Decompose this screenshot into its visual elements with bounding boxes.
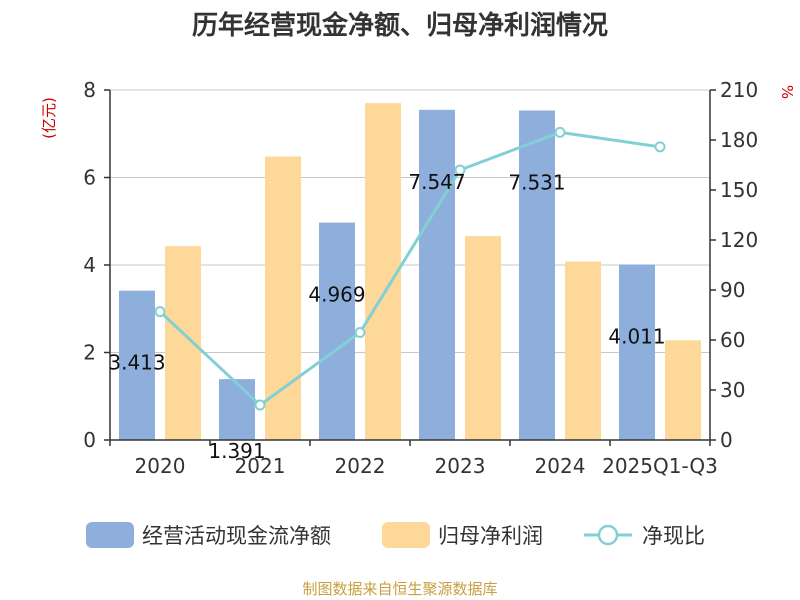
legend-label-2: 净现比 bbox=[642, 524, 705, 548]
bar-cashflow-2024 bbox=[519, 110, 555, 441]
x-tick-label-2022: 2022 bbox=[335, 454, 386, 478]
point-cash-ratio-2021 bbox=[254, 399, 266, 411]
point-cash-ratio-2023 bbox=[454, 164, 466, 176]
y-left-tick-label: 0 bbox=[83, 428, 96, 452]
bar-cashflow-2023 bbox=[419, 109, 455, 440]
bar-cashflow-2025Q1-Q3 bbox=[619, 264, 655, 440]
data-label-cashflow-2020: 3.413 bbox=[108, 351, 165, 375]
x-tick-label-2025Q1-Q3: 2025Q1-Q3 bbox=[602, 454, 718, 478]
point-cash-ratio-2024 bbox=[554, 126, 566, 138]
bar-cashflow-2020 bbox=[119, 290, 155, 440]
legend-swatch-1 bbox=[382, 522, 430, 548]
data-label-cashflow-2021: 1.391 bbox=[208, 439, 265, 463]
y-right-tick-label: 120 bbox=[720, 228, 758, 252]
y-left-axis-label: (亿元) bbox=[40, 97, 58, 139]
y-right-tick-label: 90 bbox=[720, 278, 745, 302]
line-cash-ratio bbox=[158, 130, 661, 407]
bar-netprofit-2023 bbox=[465, 236, 501, 440]
x-tick-label-2024: 2024 bbox=[535, 454, 586, 478]
point-cash-ratio-2022 bbox=[354, 327, 366, 338]
x-tick-label-2021: 2021 bbox=[235, 454, 286, 478]
bar-netprofit-2022 bbox=[365, 103, 401, 440]
bar-netprofit-2021 bbox=[265, 156, 301, 440]
legend-point-swatch bbox=[597, 524, 619, 546]
chart-title: 历年经营现金净额、归母净利润情况 bbox=[192, 10, 608, 41]
y-right-tick-label: 0 bbox=[720, 428, 733, 452]
legend-label-0: 经营活动现金流净额 bbox=[142, 524, 331, 548]
x-tick-label-2023: 2023 bbox=[435, 454, 486, 478]
bar-cashflow-2021 bbox=[219, 379, 255, 440]
bar-netprofit-2025Q1-Q3 bbox=[665, 340, 701, 440]
grid-lines bbox=[110, 89, 710, 353]
legend-label-1: 归母净利润 bbox=[438, 524, 543, 548]
legend: 经营活动现金流净额 归母净利润 净现比 bbox=[86, 522, 705, 548]
y-right-tick-label: 30 bbox=[720, 378, 745, 402]
y-left-tick-label: 2 bbox=[83, 341, 96, 365]
line-series bbox=[154, 126, 666, 411]
x-tick-label-2020: 2020 bbox=[135, 454, 186, 478]
data-labels: 3.413 1.391 4.969 7.547 7.531 4.011 bbox=[108, 170, 665, 463]
point-cash-ratio-2025Q1-Q3 bbox=[654, 141, 666, 153]
y-left-tick-label: 4 bbox=[83, 253, 96, 277]
legend-swatch-0 bbox=[86, 522, 134, 548]
data-label-cashflow-2023: 7.547 bbox=[408, 170, 465, 194]
y-left-tick-label: 6 bbox=[83, 166, 96, 190]
data-label-cashflow-2022: 4.969 bbox=[308, 283, 365, 307]
axes: 0 2 4 6 8 0 30 60 90 120 150 180 210 2020 2021 2022 2023… bbox=[83, 78, 758, 478]
y-right-tick-label: 150 bbox=[720, 178, 758, 202]
bar-netprofit-2024 bbox=[565, 261, 601, 440]
y-right-tick-label: 180 bbox=[720, 128, 758, 152]
y-right-axis-label: % bbox=[778, 85, 796, 99]
data-label-cashflow-2025Q1-Q3: 4.011 bbox=[608, 325, 665, 349]
y-right-tick-label: 210 bbox=[720, 78, 758, 102]
bar-cashflow-2022 bbox=[319, 222, 355, 440]
point-cash-ratio-2020 bbox=[154, 306, 166, 318]
data-label-cashflow-2024: 7.531 bbox=[508, 171, 565, 195]
source-note: 制图数据来自恒生聚源数据库 bbox=[302, 580, 497, 598]
y-left-tick-label: 8 bbox=[83, 78, 96, 102]
y-right-tick-label: 60 bbox=[720, 328, 745, 352]
bar-series bbox=[119, 103, 701, 441]
